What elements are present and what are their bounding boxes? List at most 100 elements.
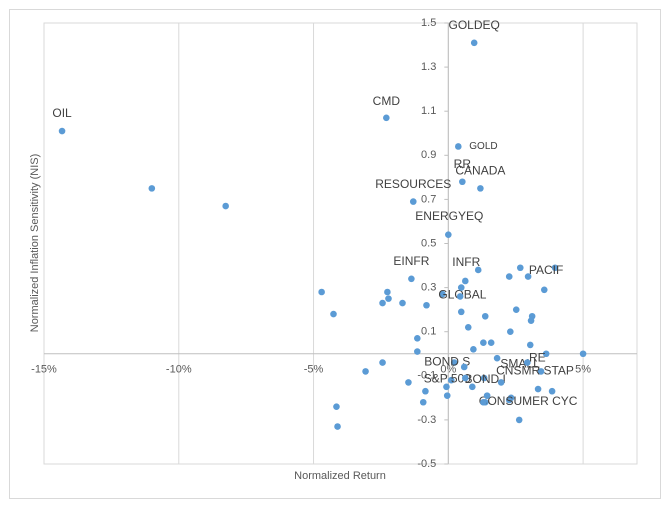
point	[414, 335, 421, 342]
x-tick-label: 5%	[575, 364, 591, 376]
point	[379, 299, 386, 307]
point	[405, 379, 412, 386]
point	[450, 359, 458, 366]
point	[456, 293, 464, 300]
y-tick-label: -0.1	[417, 370, 436, 382]
point	[148, 185, 156, 192]
point	[443, 383, 450, 391]
point	[487, 339, 495, 347]
point	[505, 273, 513, 280]
point	[330, 310, 337, 318]
point	[333, 403, 340, 410]
point	[460, 363, 468, 371]
point	[534, 385, 542, 393]
y-tick-label: 0.1	[421, 326, 436, 338]
x-tick-label: -15%	[31, 364, 57, 376]
point	[58, 127, 66, 135]
point	[457, 308, 465, 316]
point-label: BOND I	[464, 372, 505, 386]
point	[379, 359, 386, 366]
point	[384, 288, 391, 296]
point	[439, 290, 446, 298]
point	[445, 231, 452, 238]
point-label: CMD	[373, 94, 401, 108]
point	[443, 392, 451, 399]
point	[512, 306, 520, 313]
point	[461, 374, 469, 382]
point	[459, 178, 466, 186]
point	[480, 398, 487, 406]
y-tick-label: 1.1	[421, 105, 436, 117]
point	[524, 273, 532, 280]
point	[477, 185, 484, 192]
point	[414, 348, 421, 355]
y-tick-label: -0.3	[417, 414, 436, 426]
point-label: RE	[529, 351, 546, 365]
y-tick-label: 0.7	[421, 193, 436, 205]
point	[470, 346, 477, 353]
point	[526, 341, 534, 349]
y-tick-label: 1.3	[421, 61, 436, 73]
point-label: INFR	[452, 255, 480, 269]
chart-frame	[9, 9, 661, 499]
point	[385, 295, 392, 302]
point	[470, 39, 478, 47]
point	[527, 317, 535, 324]
point	[480, 374, 488, 382]
point	[507, 328, 514, 336]
point	[399, 299, 406, 307]
point	[423, 301, 430, 309]
point	[469, 383, 476, 391]
point-label: GOLD	[469, 141, 497, 152]
point	[454, 143, 462, 150]
point	[383, 114, 390, 122]
point	[515, 416, 523, 424]
point	[222, 202, 229, 210]
point-label: RESOURCES	[375, 177, 451, 191]
point-label: BOND S	[424, 355, 470, 369]
point-label: EINFR	[393, 254, 429, 268]
point	[408, 275, 415, 283]
x-tick-label: -5%	[304, 364, 324, 376]
point	[579, 350, 587, 358]
point-label: SMALL	[500, 356, 540, 370]
point-label: S&P 500	[424, 371, 471, 385]
point	[483, 392, 491, 399]
point	[464, 323, 472, 331]
point	[537, 368, 545, 375]
point	[493, 354, 501, 362]
point	[551, 264, 559, 272]
point	[318, 288, 325, 296]
point-label: CONSUMER CYC	[479, 394, 578, 408]
point	[457, 284, 465, 291]
point	[507, 394, 515, 402]
point-label: CNSMR STAP	[496, 364, 574, 378]
point-label: OIL	[52, 106, 72, 120]
y-tick-label: -0.5	[417, 458, 436, 470]
point	[540, 286, 548, 294]
point	[419, 398, 427, 406]
y-tick-label: 0.5	[421, 237, 436, 249]
point	[447, 376, 455, 384]
y-tick-label: 1.5	[421, 17, 436, 29]
point	[548, 387, 556, 395]
point-label: PACIF	[529, 263, 563, 277]
point-label: CANADA	[455, 164, 505, 178]
y-tick-label: 0.3	[421, 282, 436, 294]
point	[480, 339, 487, 347]
point-label: ENERGYEQ	[415, 209, 483, 223]
point	[461, 277, 469, 285]
point	[334, 423, 341, 430]
point-label: RR	[454, 157, 472, 171]
point-label: GOLDEQ	[449, 18, 500, 32]
y-tick-label: 0.9	[421, 149, 436, 161]
point	[497, 379, 505, 386]
x-tick-label: -10%	[166, 364, 192, 376]
y-axis-title: Normalized Inflation Sensitivity (NIS)	[29, 154, 41, 333]
point	[542, 350, 550, 358]
x-axis-title: Normalized Return	[294, 470, 386, 482]
point	[422, 387, 429, 395]
point	[474, 266, 482, 274]
